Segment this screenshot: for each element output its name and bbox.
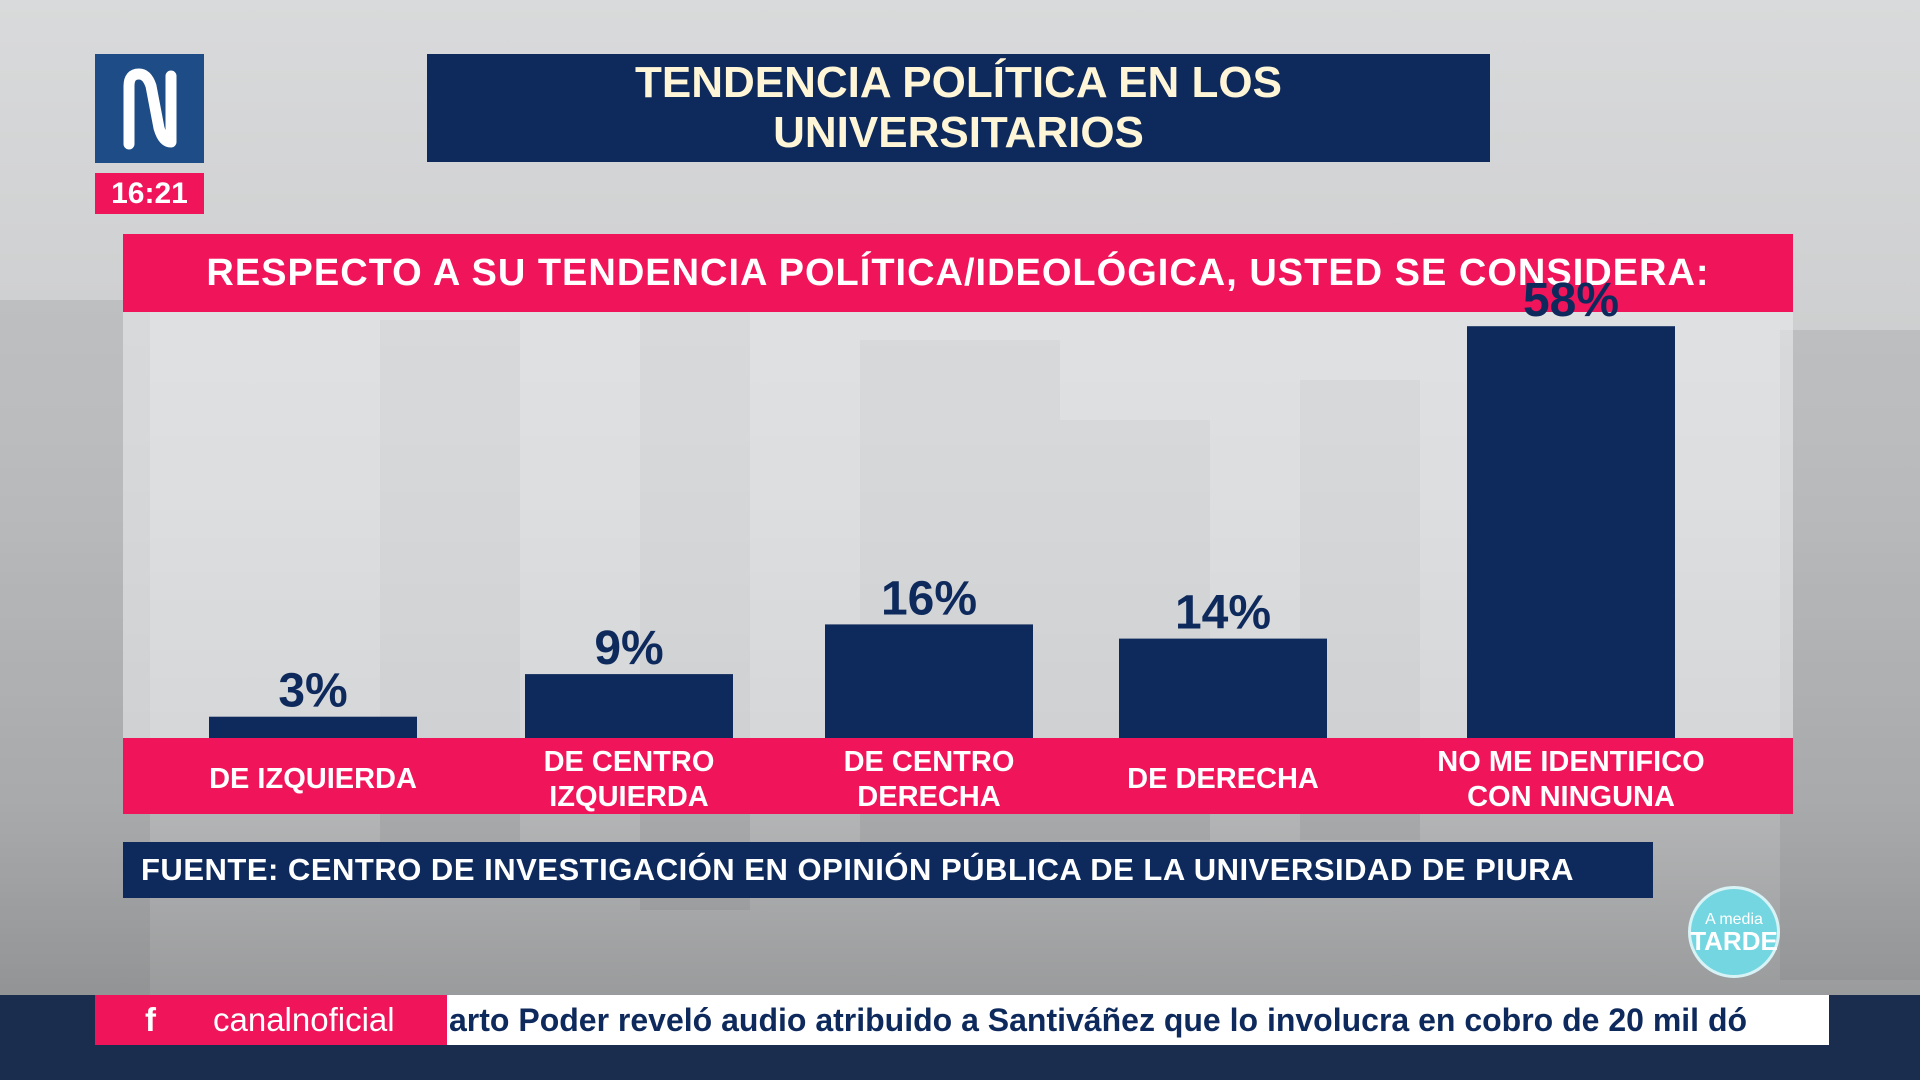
category-label-0-line-0: DE IZQUIERDA [209, 763, 417, 795]
bar-2 [825, 624, 1033, 738]
show-logo-line-2: TARDE [1690, 925, 1778, 956]
ticker-social-handle: f canalnoficial [95, 995, 447, 1045]
bar-1 [525, 674, 733, 738]
category-label-3-line-0: DE DERECHA [1127, 763, 1319, 795]
value-label-1: 9% [594, 622, 663, 675]
title-line-2: UNIVERSITARIOS [773, 108, 1144, 157]
category-label-1-line-0: DE CENTRO [544, 746, 715, 778]
category-label-4-line-0: NO ME IDENTIFICO [1437, 746, 1704, 778]
category-label-band [123, 738, 1793, 814]
source-caption: FUENTE: CENTRO DE INVESTIGACIÓN EN OPINI… [123, 842, 1653, 898]
value-label-0: 3% [278, 665, 347, 718]
bar-4 [1467, 326, 1675, 738]
category-label-1-line-1: IZQUIERDA [549, 781, 709, 813]
bar-3 [1119, 638, 1327, 738]
ticker-headline: arto Poder reveló audio atribuido a Sant… [447, 995, 1829, 1045]
channel-n-logo-icon [123, 68, 176, 149]
bar-0 [209, 716, 417, 738]
page-title: TENDENCIA POLÍTICA EN LOS UNIVERSITARIOS [427, 54, 1490, 162]
question-banner: RESPECTO A SU TENDENCIA POLÍTICA/IDEOLÓG… [123, 234, 1793, 312]
facebook-icon: f [145, 1001, 156, 1038]
category-label-2-line-1: DERECHA [857, 781, 1000, 813]
category-label-4-line-1: CON NINGUNA [1467, 781, 1675, 813]
channel-logo [95, 54, 204, 163]
show-logo-line-1: A media [1705, 910, 1763, 928]
category-label-2-line-0: DE CENTRO [844, 746, 1015, 778]
title-line-1: TENDENCIA POLÍTICA EN LOS [635, 58, 1282, 107]
clock: 16:21 [95, 173, 204, 214]
social-handle-text: canalnoficial [213, 1001, 395, 1038]
value-label-4: 58% [1523, 274, 1619, 327]
value-label-3: 14% [1175, 587, 1271, 640]
show-logo: A media TARDE [1688, 886, 1780, 978]
value-label-2: 16% [881, 572, 977, 625]
